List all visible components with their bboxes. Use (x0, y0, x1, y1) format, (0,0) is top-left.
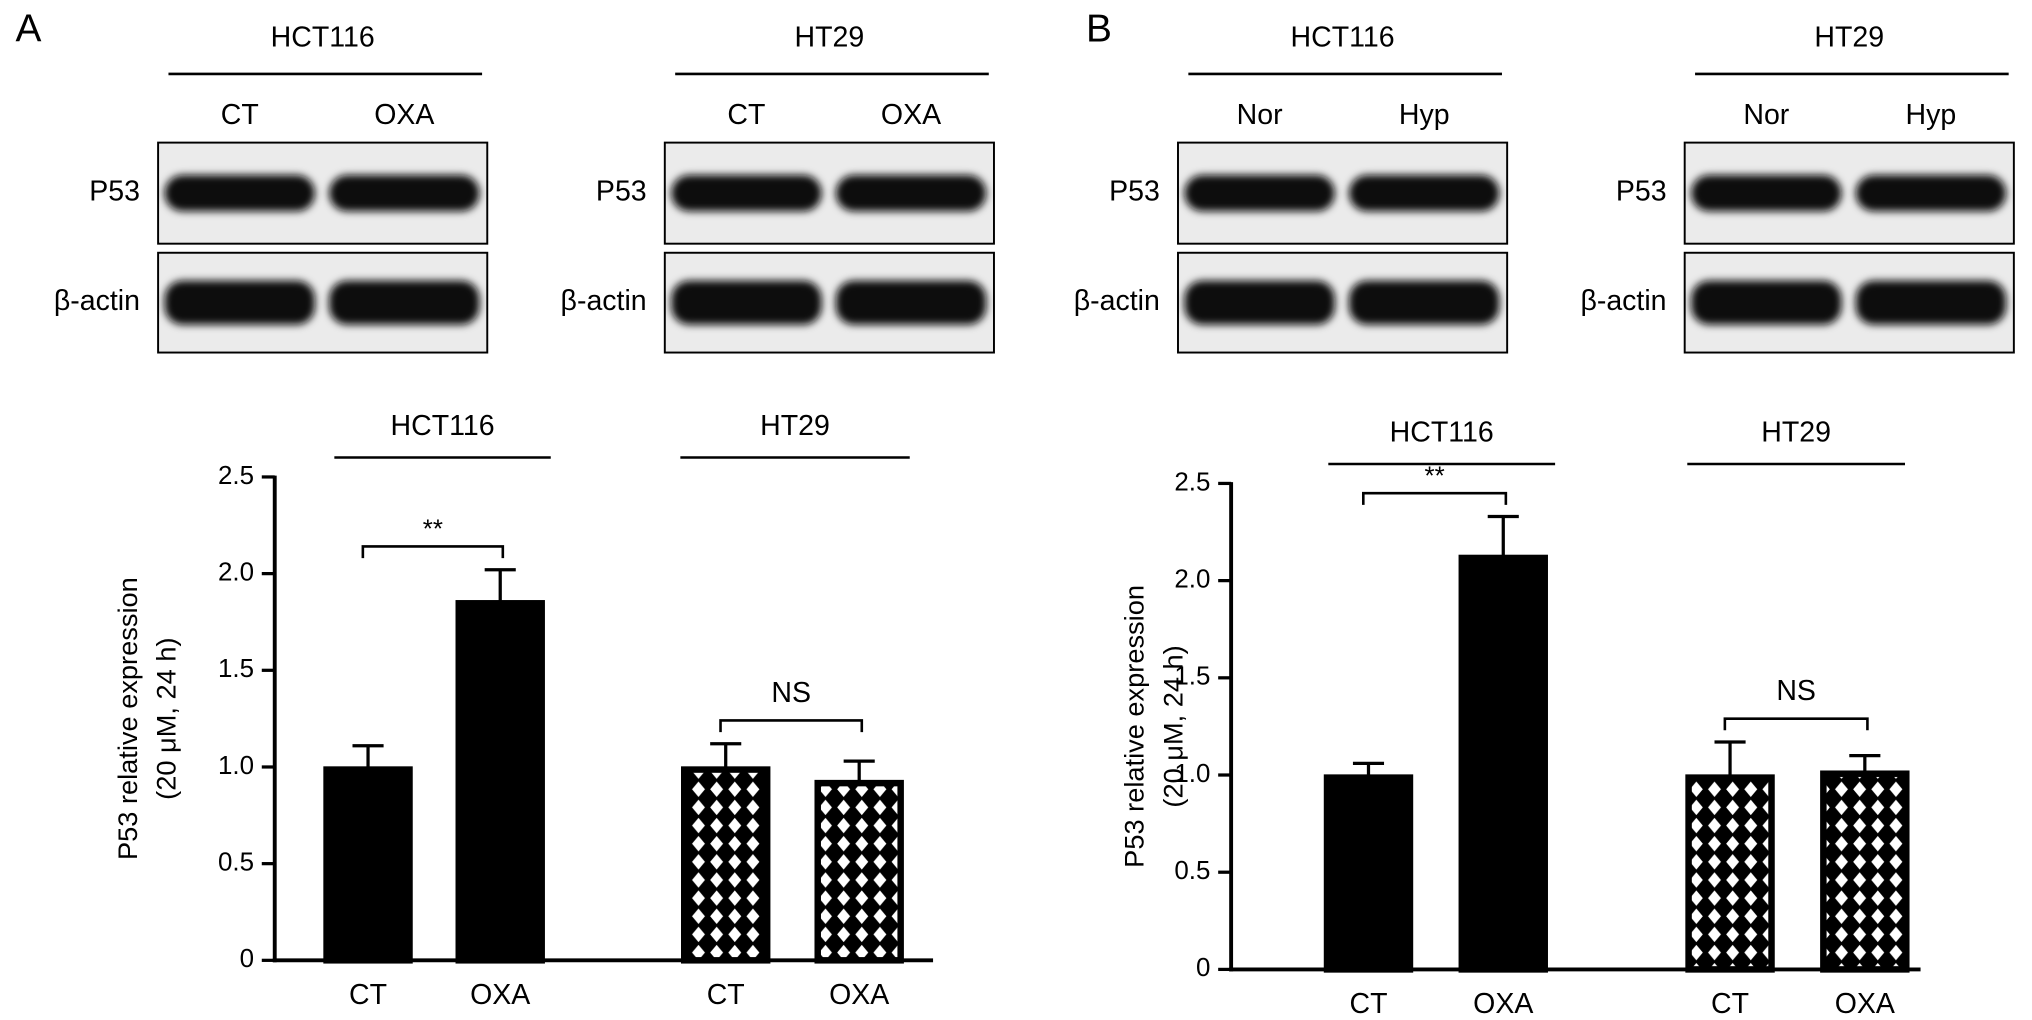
blot-row-label: β-actin (561, 285, 647, 317)
y-axis-label: P53 relative expression (1119, 585, 1150, 868)
y-tick-label: 1.5 (1174, 663, 1210, 691)
y-tick-label: 1.0 (1174, 760, 1210, 788)
blot-row-label: P53 (89, 176, 140, 208)
blot-band (1349, 280, 1500, 325)
lane-label: Nor (1237, 99, 1283, 131)
bar (1458, 554, 1548, 973)
blot-row-label: β-actin (54, 285, 140, 317)
y-axis-label: (20 μM, 24 h) (1158, 645, 1189, 807)
x-tick-label: CT (1349, 988, 1387, 1020)
bar (681, 766, 771, 964)
lane-label: OXA (374, 99, 434, 131)
blot-band (1691, 175, 1842, 212)
significance-label: ** (1424, 462, 1444, 490)
lane-label: Hyp (1399, 99, 1450, 131)
blot-row-label: P53 (1109, 176, 1160, 208)
y-tick-label: 2.0 (218, 558, 254, 586)
bar (455, 600, 545, 964)
x-tick-label: CT (1711, 988, 1749, 1020)
significance-label: ** (423, 516, 443, 544)
x-tick-label: OXA (470, 979, 530, 1011)
group-label: HCT116 (1390, 417, 1494, 449)
blot-row-label: β-actin (1074, 285, 1160, 317)
y-tick-label: 0 (240, 945, 254, 973)
blot-row-label: β-actin (1580, 285, 1666, 317)
bar (814, 779, 904, 964)
group-label: HT29 (760, 410, 830, 442)
x-tick-label: OXA (1473, 988, 1533, 1020)
y-tick-label: 2.5 (1174, 468, 1210, 496)
bar (323, 766, 413, 964)
blot-band (164, 175, 315, 212)
blot-band (1691, 280, 1842, 325)
y-tick-label: 2.0 (1174, 565, 1210, 593)
significance-bracket (1362, 491, 1508, 505)
lane-label: OXA (881, 99, 941, 131)
y-axis-label: P53 relative expression (112, 577, 143, 860)
bar (1323, 774, 1414, 973)
group-label: HT29 (1761, 417, 1831, 449)
y-tick-label: 0.5 (1174, 857, 1210, 885)
blot-band (671, 175, 822, 212)
blot-band (1184, 280, 1335, 325)
blot-band (329, 175, 480, 212)
blot-band (1855, 280, 2007, 325)
panel-label: A (16, 7, 42, 50)
blot-title: HCT116 (271, 21, 375, 53)
x-tick-label: OXA (829, 979, 889, 1011)
blot-band (671, 280, 822, 325)
lane-label: CT (221, 99, 259, 131)
lane-label: CT (727, 99, 765, 131)
blot-row-label: P53 (1616, 176, 1667, 208)
blot-row-label: P53 (596, 176, 647, 208)
significance-bracket (361, 545, 505, 559)
y-tick-label: 0 (1196, 954, 1210, 982)
blot-band (1349, 175, 1500, 212)
blot-band (835, 280, 987, 325)
significance-label: NS (771, 677, 811, 709)
blot-band (164, 280, 315, 325)
blot-band (1855, 175, 2007, 212)
blot-title: HT29 (795, 21, 865, 53)
blot-band (329, 280, 480, 325)
x-tick-label: CT (349, 979, 387, 1011)
bar (1685, 774, 1775, 973)
lane-label: Hyp (1906, 99, 1957, 131)
lane-label: Nor (1743, 99, 1789, 131)
significance-label: NS (1776, 675, 1816, 707)
y-tick-label: 1.5 (218, 655, 254, 683)
bar (1820, 770, 1910, 973)
y-axis-label: (20 μM, 24 h) (151, 637, 182, 799)
panel-label: B (1086, 7, 1112, 50)
y-tick-label: 1.0 (218, 752, 254, 780)
x-tick-label: CT (707, 979, 745, 1011)
blot-band (835, 175, 987, 212)
blot-band (1184, 175, 1335, 212)
significance-bracket (719, 719, 864, 733)
significance-bracket (1723, 717, 1869, 731)
group-label: HCT116 (391, 410, 495, 442)
y-tick-label: 0.5 (218, 848, 254, 876)
y-tick-label: 2.5 (218, 462, 254, 490)
blot-title: HT29 (1814, 21, 1884, 53)
blot-title: HCT116 (1291, 21, 1395, 53)
x-tick-label: OXA (1835, 988, 1895, 1020)
